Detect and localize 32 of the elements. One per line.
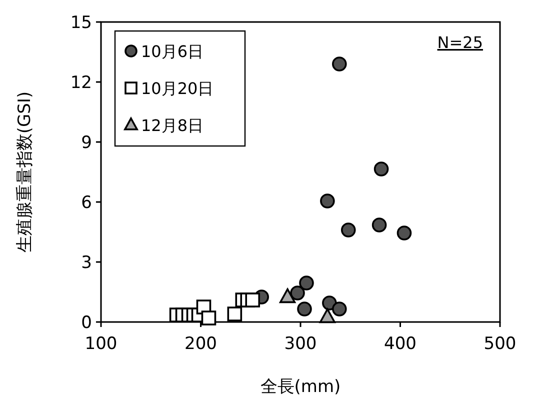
point [396,226,412,240]
point [299,276,314,290]
point [320,194,335,208]
x-tick-label: 400 [384,334,416,354]
x-axis-title: 全長(mm) [260,377,341,397]
y-axis-title: 生殖腺重量指数(GSI) [15,91,35,253]
point [245,292,260,308]
legend-label: 10月6日 [141,42,204,61]
point [279,288,296,304]
point [340,222,356,238]
point [332,302,347,316]
point [332,56,347,72]
point [297,302,312,316]
point [372,218,387,232]
x-tick-label: 300 [284,334,317,354]
y-tick-label: 15 [70,13,92,33]
y-tick-label: 0 [81,313,92,333]
y-tick-label: 6 [81,193,92,213]
point [374,162,389,176]
annotation: N=25 [437,33,483,52]
point [201,310,216,326]
point [319,308,336,324]
x-tick-label: 100 [84,334,118,354]
legend-label: 10月20日 [141,79,214,98]
point [227,306,242,322]
point [290,286,305,300]
x-tick-label: 200 [184,334,217,354]
legend-label: 12月8日 [141,116,204,135]
y-tick-label: 3 [81,253,92,273]
x-tick-label: 500 [484,334,516,354]
y-tick-label: 9 [81,133,92,153]
y-tick-label: 12 [70,73,92,93]
